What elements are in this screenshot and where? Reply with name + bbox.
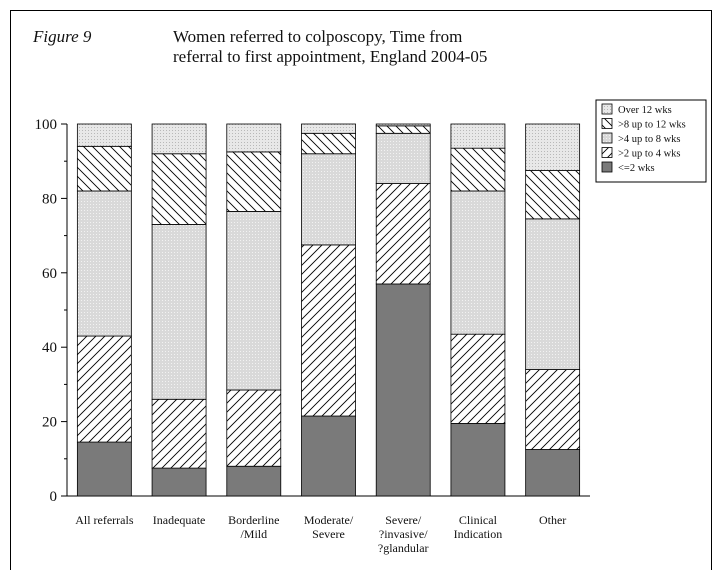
- legend-swatch: [601, 147, 613, 158]
- x-tick-label: Other: [539, 513, 566, 527]
- figure-label: Figure 9: [33, 27, 92, 46]
- bar-segment: [450, 333, 506, 424]
- bar-segment: [525, 123, 581, 171]
- bar-segment: [76, 441, 132, 497]
- legend-label: Over 12 wks: [618, 105, 672, 116]
- bar-segment: [301, 123, 356, 134]
- bar-segment: [76, 145, 132, 192]
- x-tick-label: All referrals: [75, 513, 134, 527]
- y-tick-label: 20: [42, 415, 57, 431]
- bar-segment: [450, 423, 506, 497]
- bar-segment: [226, 211, 282, 391]
- legend-box: [595, 99, 707, 183]
- legend-label: >8 up to 12 wks: [618, 120, 686, 131]
- legend: Over 12 wks >8 up to 12 wks >4 up to 8 wks…: [595, 99, 707, 183]
- y-tick-label: 40: [42, 340, 57, 356]
- legend-label: >2 up to 4 wks: [618, 149, 681, 160]
- bar-segment: [76, 190, 132, 337]
- y-tick-label: 80: [42, 191, 57, 207]
- bar-segment: [525, 170, 581, 220]
- bar-segment: [525, 218, 581, 370]
- bar-segment: [151, 398, 207, 469]
- bar-segment: [226, 465, 282, 497]
- legend-swatch: [601, 103, 613, 115]
- legend-swatch: [601, 118, 613, 129]
- y-tick-label: 60: [42, 266, 57, 282]
- bar-segment: [76, 335, 132, 443]
- x-tick-label: Moderate/Severe: [304, 513, 354, 541]
- axes: 0 20 40 60 80 100 All referrals Inadequate Borde…: [35, 117, 590, 555]
- legend-swatch: [601, 161, 613, 173]
- bar-segment: [226, 389, 282, 467]
- bar-segment: [375, 125, 431, 134]
- chart-title: Women referred to colposcopy, Time from …: [173, 27, 593, 67]
- bar-segment: [375, 132, 431, 184]
- bar-segment: [525, 449, 581, 497]
- bar-segment: [151, 467, 207, 497]
- y-tick-label: 0: [50, 489, 58, 505]
- bar-segment: [450, 147, 506, 192]
- bar-segment: [301, 132, 356, 155]
- bar-segment: [301, 153, 356, 246]
- bar-segment: [450, 123, 506, 149]
- bar-segment: [301, 415, 356, 497]
- chart-title-line-2: referral to first appointment, England 2…: [173, 47, 488, 66]
- y-tick-label: 100: [35, 117, 58, 133]
- legend-label: >4 up to 8 wks: [618, 134, 681, 145]
- chart-title-line-1: Women referred to colposcopy, Time from: [173, 27, 463, 46]
- bar-segment: [375, 183, 431, 285]
- bar-segment: [151, 153, 207, 225]
- bar-segment: [301, 244, 356, 417]
- x-tick-label: Borderline/Mild: [228, 513, 279, 541]
- bar-segment: [151, 224, 207, 400]
- bar-segment: [375, 123, 431, 127]
- bar-segment: [226, 151, 282, 212]
- bars: [76, 123, 581, 497]
- figure-frame: [10, 10, 712, 570]
- bar-segment: [375, 283, 431, 497]
- bar-segment: [226, 123, 282, 153]
- legend-label: <=2 wks: [618, 163, 655, 174]
- x-tick-label: Inadequate: [153, 513, 206, 527]
- bar-segment: [76, 123, 132, 147]
- bar-segment: [450, 190, 506, 335]
- x-tick-label: Clinical Indication: [454, 513, 503, 541]
- x-tick-label: Severe/?invasive/?glandular: [378, 513, 429, 555]
- bar-segment: [525, 369, 581, 450]
- bar-segment: [151, 123, 207, 155]
- legend-swatch: [601, 132, 613, 144]
